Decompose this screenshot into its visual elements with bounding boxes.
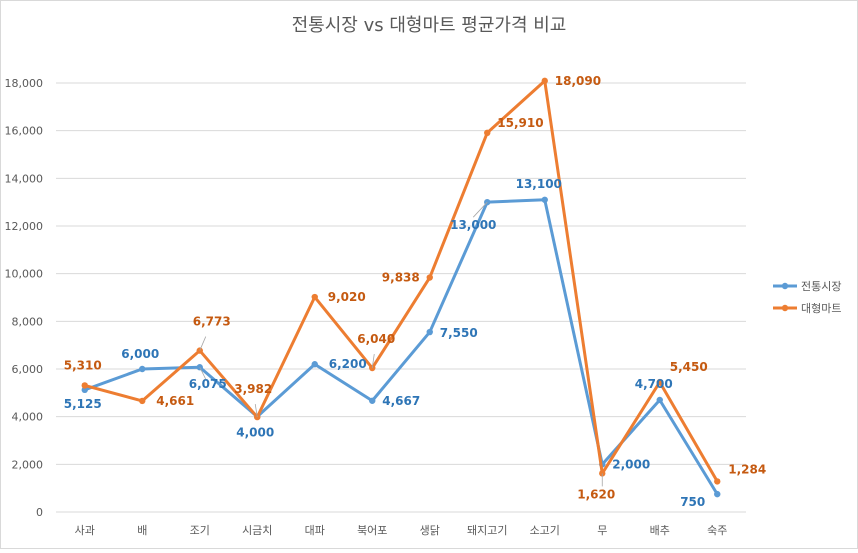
x-tick-label: 배추: [650, 524, 670, 537]
y-tick-label: 6,000: [12, 363, 44, 376]
y-tick-label: 0: [36, 506, 43, 519]
data-label: 2,000: [612, 457, 650, 471]
data-point: [139, 365, 146, 373]
data-label: 3,982: [234, 382, 272, 396]
data-point: [311, 361, 318, 368]
data-point: [714, 478, 721, 485]
data-label: 6,200: [329, 357, 367, 371]
y-tick-label: 16,000: [5, 125, 44, 138]
series-line: [83, 79, 719, 483]
y-tick-label: 12,000: [5, 220, 44, 233]
label-leader-line: [254, 404, 258, 418]
data-label: 6,075: [189, 377, 227, 391]
data-label: 4,667: [382, 394, 420, 408]
data-label: 750: [680, 495, 705, 509]
x-tick-label: 시금치: [242, 524, 272, 537]
y-tick-label: 10,000: [5, 268, 44, 281]
y-tick-label: 18,000: [5, 77, 44, 90]
label-leader-line: [199, 367, 207, 380]
y-tick-label: 2,000: [12, 458, 44, 471]
data-point: [656, 378, 663, 386]
data-label: 6,000: [121, 347, 159, 361]
x-tick-label: 배: [137, 524, 147, 537]
data-label: 5,310: [64, 358, 102, 372]
data-label: 4,000: [236, 426, 274, 440]
legend-marker: [781, 282, 789, 290]
legend-marker: [781, 304, 789, 312]
data-point: [81, 382, 88, 389]
x-tick-label: 대파: [305, 524, 325, 537]
x-tick-label: 북어포: [357, 524, 387, 537]
data-label: 6,040: [357, 332, 395, 346]
y-tick-label: 14,000: [5, 172, 44, 185]
data-label: 9,020: [328, 290, 366, 304]
legend-label: 전통시장: [801, 280, 841, 293]
data-point: [139, 397, 146, 405]
data-point: [196, 364, 203, 371]
x-tick-label: 사과: [75, 524, 95, 537]
data-label: 9,838: [382, 271, 420, 285]
x-tick-label: 돼지고기: [467, 524, 507, 537]
data-point: [369, 397, 376, 404]
data-point: [714, 490, 721, 498]
series: [81, 77, 721, 498]
data-labels: 5,125 6,000 6,075 4,000 6,200 4,667 7,550 13,00…: [64, 74, 766, 509]
data-point: [311, 293, 318, 301]
data-point: [541, 196, 548, 203]
data-label: 15,910: [497, 116, 543, 130]
data-label: 18,090: [555, 74, 601, 88]
x-tick-label: 숙주: [707, 524, 727, 537]
data-label: 5,125: [64, 397, 102, 411]
x-tick-label: 소고기: [530, 524, 560, 537]
x-tick-label: 생닭: [420, 524, 440, 537]
x-tick-label: 조기: [190, 524, 210, 537]
data-label: 7,550: [440, 326, 478, 340]
data-label: 4,661: [156, 394, 194, 408]
data-point: [656, 396, 663, 404]
label-leader-line: [199, 336, 207, 351]
y-tick-label: 4,000: [12, 411, 44, 424]
series-line: [83, 198, 719, 496]
data-label: 4,700: [635, 377, 673, 391]
chart-title: 전통시장 vs 대형마트 평균가격 비교: [292, 15, 567, 36]
x-tick-label: 무: [597, 524, 607, 537]
label-leader-line: [371, 353, 375, 369]
axes: 0 2,000 4,000 6,000 8,000 10,000 12,000 14,000 1…: [5, 77, 746, 537]
data-label: 5,450: [670, 360, 708, 374]
data-label: 6,773: [193, 315, 231, 329]
data-label: 13,000: [450, 218, 496, 232]
data-point: [484, 129, 491, 137]
data-point: [541, 77, 548, 85]
data-point: [426, 274, 433, 281]
data-label: 1,284: [728, 462, 766, 476]
data-label: 13,100: [516, 177, 562, 191]
legend-label: 대형마트: [801, 302, 841, 315]
data-point: [426, 328, 433, 336]
label-leader-line: [472, 201, 488, 218]
data-label: 1,620: [577, 487, 615, 501]
y-tick-label: 8,000: [12, 315, 44, 328]
data-point: [81, 386, 88, 394]
